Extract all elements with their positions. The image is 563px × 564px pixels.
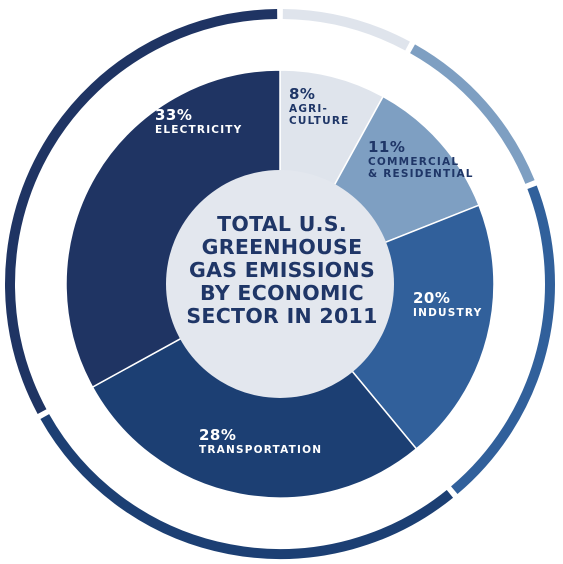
slice-label-industry: 20% INDUSTRY bbox=[413, 289, 483, 320]
center-hub bbox=[166, 170, 394, 398]
agriculture-name-line-1: AGRI- bbox=[289, 103, 329, 115]
electricity-name: ELECTRICITY bbox=[155, 124, 243, 136]
outer-ring-segment-1 bbox=[282, 9, 410, 51]
commercial-residential-percent: 11% bbox=[368, 138, 406, 156]
chart-title-line-4: BY ECONOMIC bbox=[200, 281, 364, 305]
commercial-residential-name-line-2: & RESIDENTIAL bbox=[368, 168, 474, 180]
slice-label-electricity: 33% ELECTRICITY bbox=[155, 106, 243, 137]
outer-ring-segment-5 bbox=[5, 9, 278, 414]
slice-label-agriculture: 8% AGRI- CULTURE bbox=[289, 85, 350, 128]
chart-title-line-2: GREENHOUSE bbox=[201, 235, 363, 259]
outer-ring-segment-2 bbox=[410, 44, 535, 184]
agriculture-name-line-2: CULTURE bbox=[289, 115, 350, 127]
transportation-percent: 28% bbox=[199, 426, 237, 444]
center-hub-disc bbox=[166, 170, 394, 398]
industry-name: INDUSTRY bbox=[413, 307, 483, 319]
commercial-residential-name-line-1: COMMERCIAL bbox=[368, 156, 460, 168]
chart-title-line-1: TOTAL U.S. bbox=[217, 212, 347, 236]
slice-label-transportation: 28% TRANSPORTATION bbox=[199, 426, 323, 457]
electricity-percent: 33% bbox=[155, 106, 193, 124]
agriculture-percent: 8% bbox=[289, 85, 316, 103]
outer-ring-segment-3 bbox=[451, 185, 555, 495]
outer-ring bbox=[5, 9, 555, 559]
transportation-name: TRANSPORTATION bbox=[199, 444, 323, 456]
chart-title-line-5: SECTOR IN 2011 bbox=[186, 304, 378, 328]
slice-label-commercial-residential: 11% COMMERCIAL & RESIDENTIAL bbox=[368, 138, 474, 181]
industry-percent: 20% bbox=[413, 289, 451, 307]
outer-ring-segment-4 bbox=[40, 414, 454, 559]
chart-title: TOTAL U.S. GREENHOUSE GAS EMISSIONS BY E… bbox=[178, 213, 386, 328]
chart-title-line-3: GAS EMISSIONS bbox=[188, 258, 376, 282]
